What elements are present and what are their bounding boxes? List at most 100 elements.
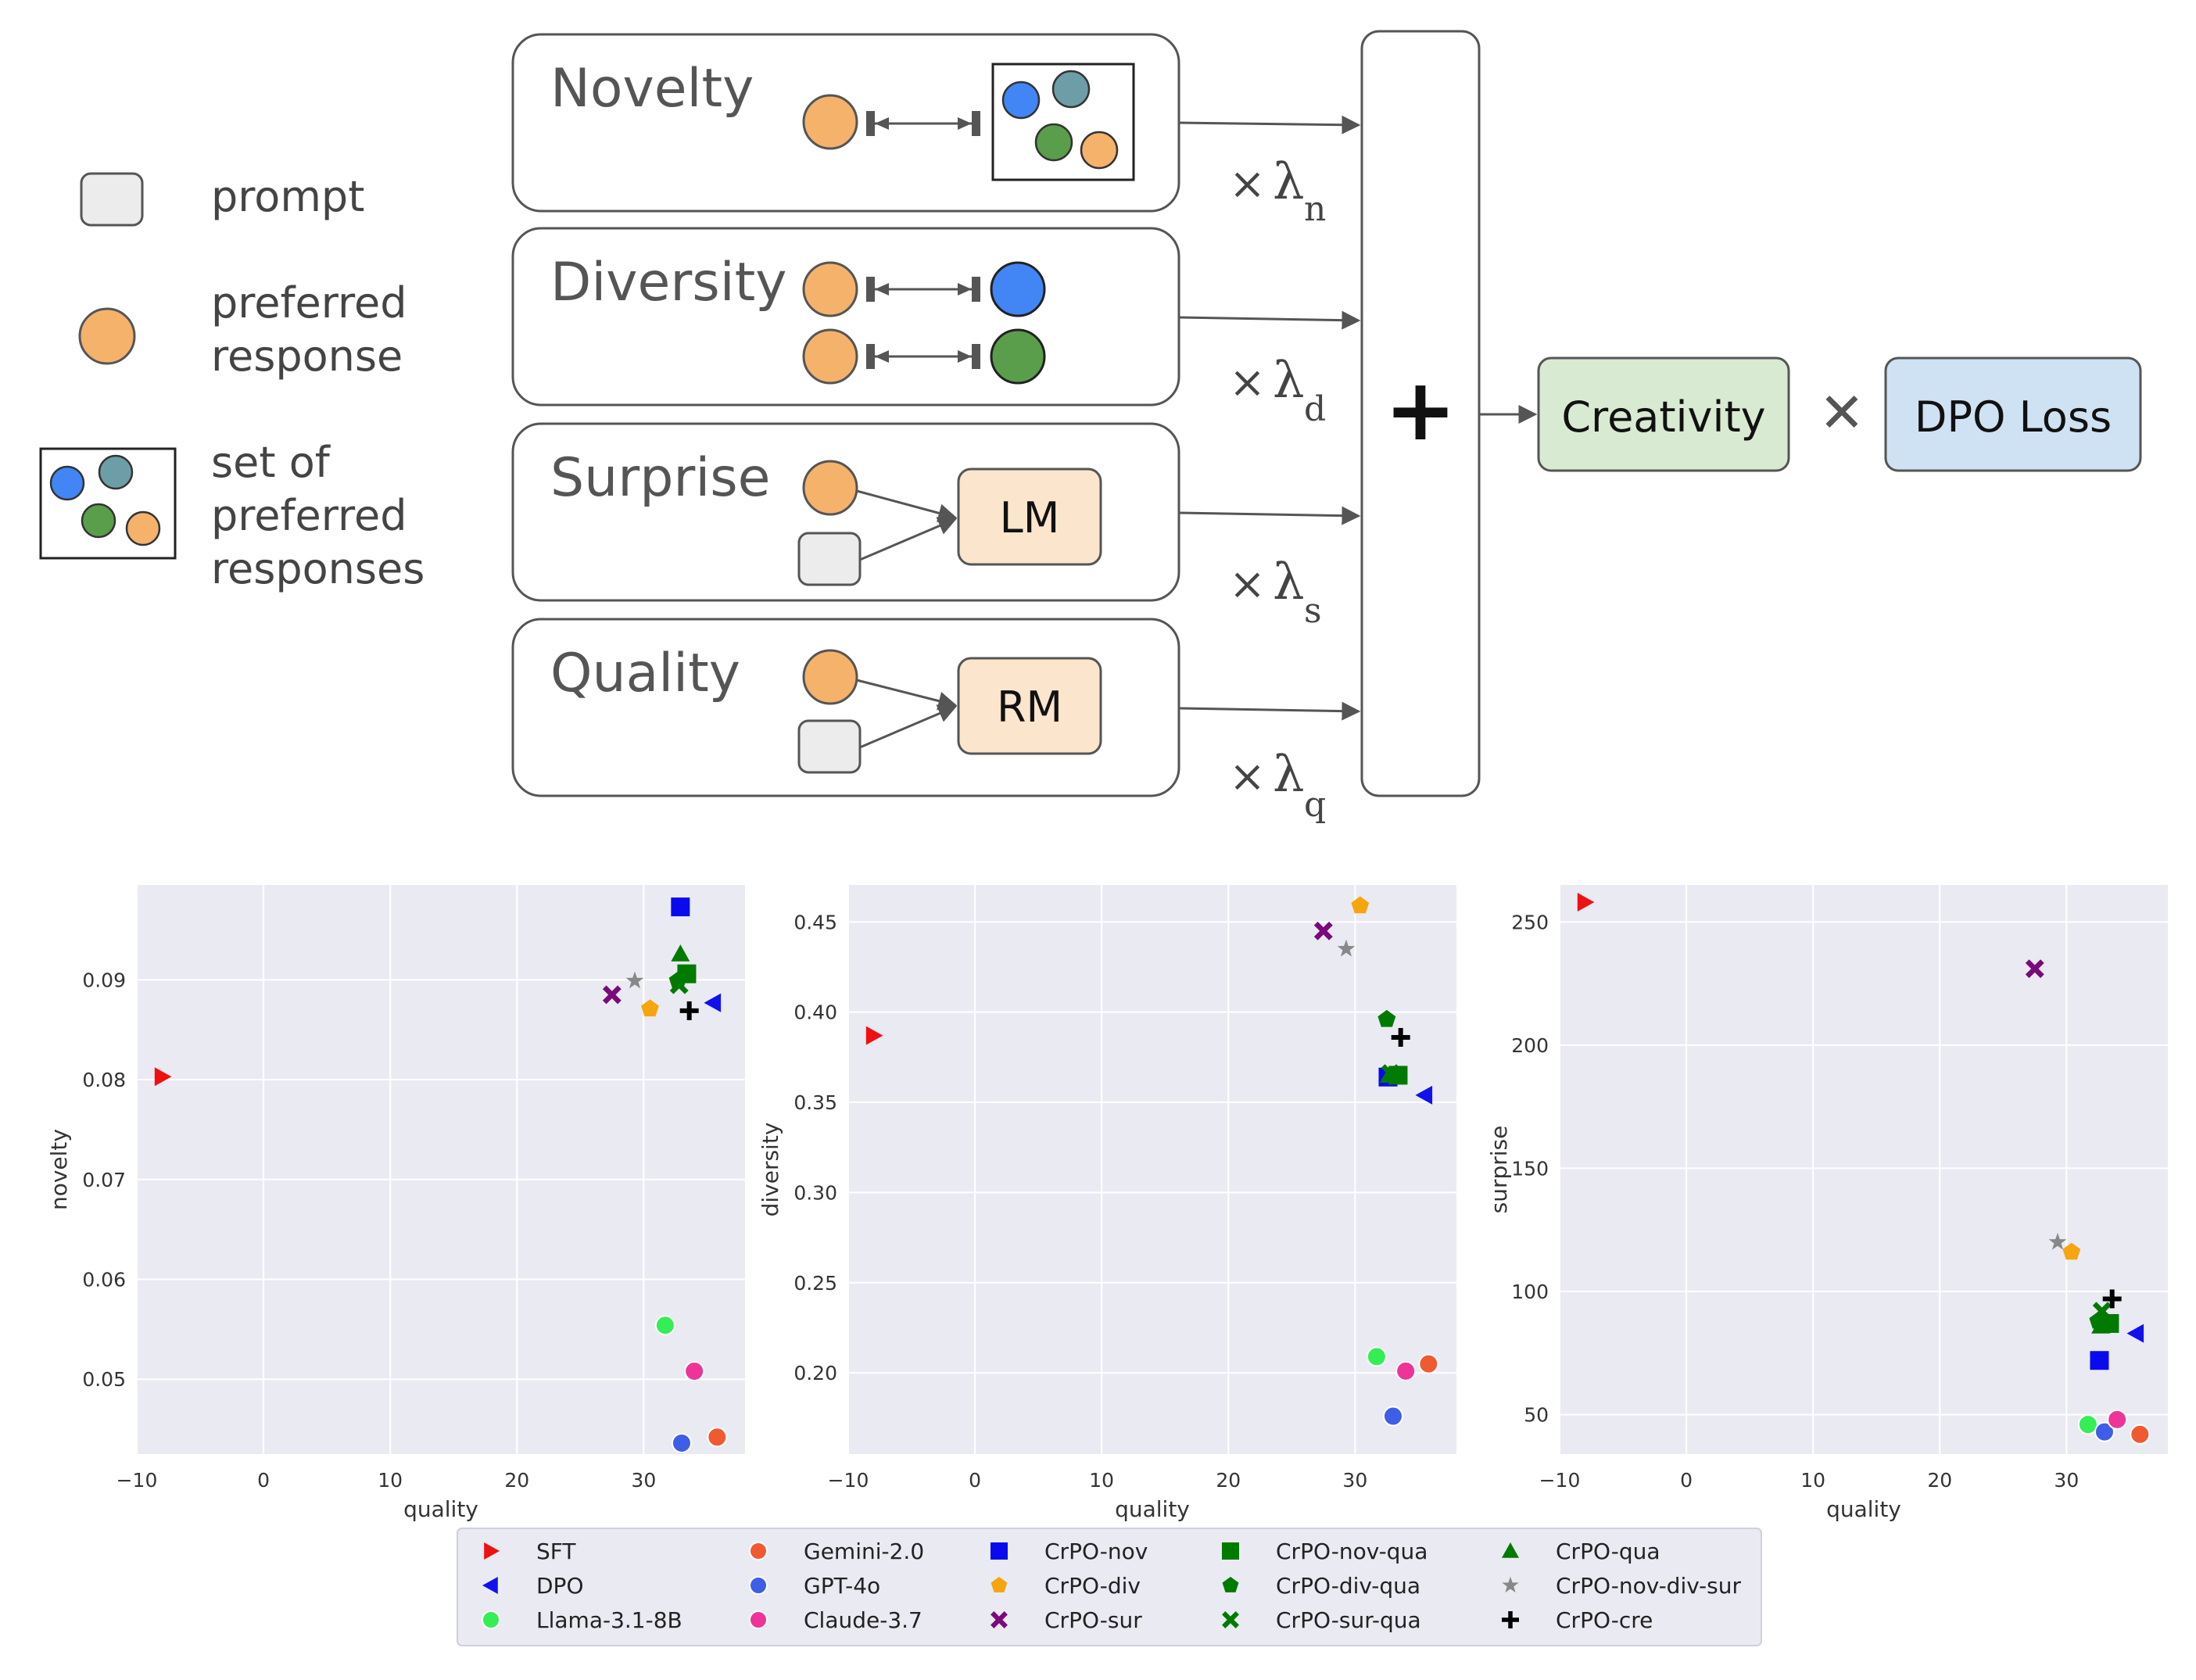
dpo-loss-box: DPO Loss (1884, 356, 2142, 472)
y-tick-label: 0.40 (793, 1001, 837, 1024)
y-tick-label: 0.25 (793, 1272, 837, 1295)
weight-lambda-q: × λ q (1229, 746, 1326, 825)
point-crpo-sur-qua (669, 975, 689, 994)
point-dpo (704, 993, 722, 1012)
x-axis-label: quality (1826, 1496, 1901, 1522)
point-gpt-4o (671, 1432, 692, 1453)
svg-text:q: q (1304, 785, 1326, 825)
x-tick-label: 30 (2054, 1469, 2079, 1492)
y-tick-label: 0.20 (793, 1362, 837, 1384)
legend-marker (1222, 1611, 1239, 1628)
rm-box (957, 657, 1102, 755)
point-crpo-nov (671, 897, 690, 917)
x-tick-label: 0 (1680, 1469, 1693, 1492)
data-points (154, 897, 728, 1453)
surprise-vs-quality-plot: −10 0 10 20 30 50 100 150 200 250 quality surprise (1486, 885, 2168, 1522)
y-tick-label: 0.09 (82, 969, 126, 991)
point-sft (865, 1026, 883, 1045)
legend-label: GPT-4o (804, 1573, 880, 1599)
data-points (865, 896, 1439, 1427)
point-dpo (2126, 1324, 2144, 1343)
key-preferred-label-line2: response (211, 331, 403, 381)
legend-label: CrPO-nov-qua (1276, 1539, 1428, 1564)
legend-marker (1502, 1576, 1519, 1593)
svg-text:λ: λ (1273, 746, 1305, 804)
legend-marker (482, 1610, 500, 1629)
lm-box (957, 467, 1102, 566)
key-prompt-label: prompt (211, 172, 364, 221)
y-tick-label: 100 (1511, 1281, 1549, 1303)
x-tick-label: 20 (1927, 1469, 1952, 1492)
legend-label: Llama-3.1-8B (536, 1607, 682, 1633)
point-claude-3-7 (684, 1360, 705, 1381)
point-crpo-qua (1380, 1066, 1399, 1084)
weight-lambda-d: × λ d (1229, 352, 1326, 429)
quality-component: Quality RM (511, 618, 1180, 797)
point-crpo-sur (2025, 959, 2044, 979)
svg-text:s: s (1304, 591, 1322, 631)
point-gemini-2-0 (2130, 1424, 2151, 1445)
novelty-response-set (991, 63, 1135, 181)
svg-text:λ: λ (1273, 352, 1305, 410)
legend-item-crpo-nov: CrPO-nov (991, 1539, 1148, 1564)
diversity-component: Diversity (511, 227, 1180, 407)
legend-label: SFT (536, 1539, 576, 1564)
x-tick-label: 30 (1342, 1469, 1367, 1492)
diversity-preferred-response-1 (802, 261, 858, 317)
svg-text:×: × (1229, 357, 1266, 408)
point-gpt-4o (2094, 1421, 2115, 1442)
point-crpo-nov-div-sur (625, 971, 644, 989)
legend-label: CrPO-sur (1044, 1607, 1142, 1633)
rm-label: RM (997, 682, 1062, 732)
weight-lambda-s: × λ s (1229, 553, 1322, 631)
dpo-loss-label: DPO Loss (1915, 392, 2112, 442)
x-tick-label: 20 (1216, 1469, 1241, 1492)
legend-item-claude-3-7: Claude-3.7 (749, 1607, 922, 1633)
point-crpo-nov-div-sur (1337, 939, 1356, 957)
legend-item-gpt-4o: GPT-4o (749, 1573, 880, 1599)
svg-text:×: × (1229, 559, 1266, 610)
point-crpo-sur (1313, 921, 1333, 940)
point-crpo-cre (679, 1001, 699, 1020)
legend-marker (991, 1542, 1008, 1560)
legend-marker (749, 1610, 768, 1629)
x-tick-label: −10 (116, 1469, 158, 1492)
legend-marker (749, 1542, 768, 1560)
point-crpo-nov-div-sur (2048, 1232, 2067, 1250)
legend-label: CrPO-div-qua (1276, 1573, 1420, 1599)
legend-item-crpo-nov-div-sur: CrPO-nov-div-sur (1502, 1573, 1741, 1599)
point-dpo (1415, 1085, 1433, 1105)
y-tick-label: 0.06 (82, 1268, 126, 1291)
point-crpo-nov (2090, 1351, 2109, 1370)
plot-area (137, 885, 745, 1454)
y-axis-label: novelty (46, 1129, 72, 1210)
quality-preferred-response (802, 649, 858, 705)
novelty-vs-quality-plot: −10 0 10 20 30 0.05 0.06 0.07 0.08 0.09 quality nov… (46, 885, 745, 1522)
lm-label: LM (1000, 493, 1060, 543)
legend-item-crpo-sur-qua: CrPO-sur-qua (1222, 1607, 1421, 1633)
svg-text:n: n (1304, 189, 1326, 229)
weighted-arrows (1178, 115, 1361, 721)
key-preferred-label-line1: preferred (211, 278, 407, 328)
svg-text:λ: λ (1273, 553, 1305, 611)
x-tick-label: 10 (1089, 1469, 1114, 1492)
point-crpo-div (641, 999, 659, 1017)
y-tick-label: 0.35 (793, 1091, 837, 1114)
point-gpt-4o (1382, 1406, 1403, 1427)
point-claude-3-7 (2107, 1409, 2128, 1430)
legend-item-crpo-div-qua: CrPO-div-qua (1222, 1573, 1420, 1599)
y-tick-label: 0.45 (793, 911, 837, 933)
point-llama-3-1-8b (654, 1315, 675, 1336)
point-crpo-div-qua (1377, 1009, 1396, 1027)
legend-label: CrPO-cre (1556, 1607, 1653, 1633)
point-crpo-div (2062, 1242, 2081, 1260)
x-axis-label: quality (403, 1496, 478, 1522)
legend-marker (991, 1611, 1008, 1628)
y-tick-label: 0.30 (793, 1181, 837, 1204)
quality-label: Quality (550, 643, 740, 704)
point-crpo-div (1351, 896, 1370, 914)
key-set-label-line1: set of (211, 438, 331, 487)
point-crpo-sur (602, 985, 622, 1005)
novelty-label: Novelty (550, 58, 754, 120)
